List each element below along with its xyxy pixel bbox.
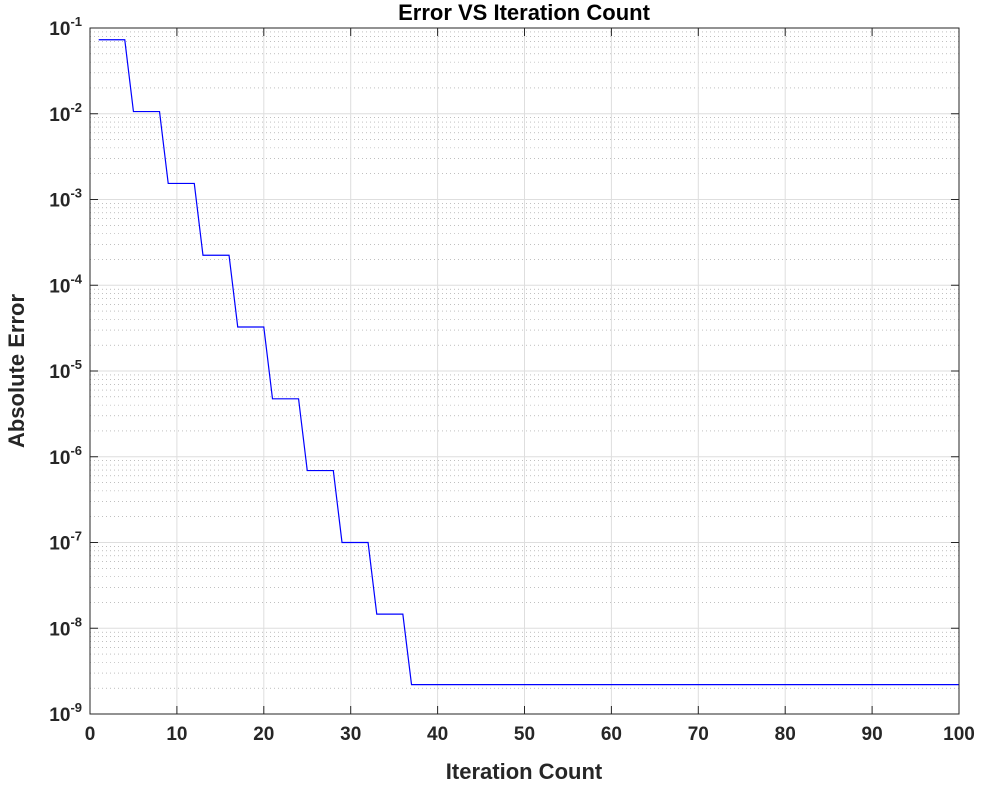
x-tick-labels: 0 10 20 30 40 50 60 70 80 90 100 — [85, 724, 975, 745]
x-tick-label: 90 — [862, 724, 883, 745]
x-tick-label: 0 — [85, 724, 96, 745]
y-tick-label: 10-1 — [49, 14, 82, 40]
y-tick-label: 10-6 — [49, 443, 82, 469]
x-tick-label: 100 — [943, 724, 975, 745]
y-tick-label: 10-2 — [49, 100, 82, 126]
x-tick-label: 20 — [253, 724, 274, 745]
series-layer — [98, 39, 959, 686]
y-tick-label: 10-4 — [49, 271, 82, 297]
x-tick-label: 60 — [601, 724, 622, 745]
x-tick-label: 80 — [775, 724, 796, 745]
x-tick-label: 70 — [688, 724, 709, 745]
chart-title: Error VS Iteration Count — [398, 0, 650, 25]
y-tick-labels: 10-9 10-8 10-7 10-6 10-5 10-4 10-3 10-2 10-1 — [49, 14, 82, 726]
x-tick-label: 30 — [340, 724, 361, 745]
y-tick-label: 10-7 — [49, 529, 82, 555]
y-tick-label: 10-9 — [49, 700, 82, 726]
x-tick-label: 10 — [166, 724, 187, 745]
y-tick-label: 10-5 — [49, 357, 82, 383]
series-line — [98, 39, 959, 686]
x-tick-label: 40 — [427, 724, 448, 745]
y-tick-label: 10-3 — [49, 186, 82, 212]
x-axis-label: Iteration Count — [446, 759, 603, 784]
minor-grid — [90, 31, 959, 689]
y-tick-label: 10-8 — [49, 614, 82, 640]
x-tick-label: 50 — [514, 724, 535, 745]
ticks — [89, 27, 960, 715]
y-axis-label: Absolute Error — [4, 294, 29, 448]
